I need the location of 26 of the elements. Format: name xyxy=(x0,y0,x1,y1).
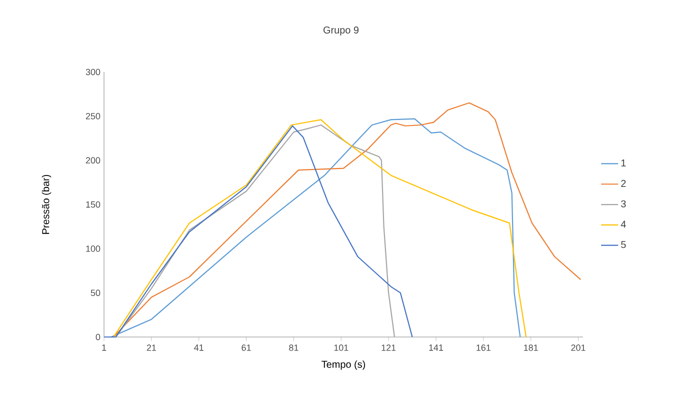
x-tick-label: 101 xyxy=(334,344,348,351)
x-tick-label: 161 xyxy=(476,344,490,351)
x-tick-label: 81 xyxy=(289,344,298,351)
y-tick-label: 0 xyxy=(96,334,100,340)
x-tick-label: 61 xyxy=(242,344,251,351)
y-axis-title: Pressão (bar) xyxy=(42,174,52,234)
x-tick-label: 181 xyxy=(524,344,538,351)
legend-label: 1 xyxy=(621,160,626,166)
y-tick-label: 50 xyxy=(90,290,100,296)
legend-label: 3 xyxy=(621,200,626,208)
y-tick-label: 300 xyxy=(86,68,100,76)
x-tick-label: 121 xyxy=(382,344,396,351)
x-axis-title: Tempo (s) xyxy=(322,360,366,370)
x-tick-label: 201 xyxy=(571,344,586,351)
y-tick-label: 250 xyxy=(86,112,100,120)
legend-label: 4 xyxy=(620,220,626,228)
x-tick-label: 1 xyxy=(102,344,106,351)
x-tick-label: 21 xyxy=(146,344,156,351)
x-tick-label: 141 xyxy=(429,344,444,351)
x-tick-label: 41 xyxy=(194,344,204,351)
y-tick-label: 100 xyxy=(86,245,100,252)
y-tick-label: 150 xyxy=(86,201,100,208)
legend-label: 2 xyxy=(621,180,626,187)
legend-label: 5 xyxy=(621,241,626,248)
chart-title: Grupo 9 xyxy=(324,26,359,36)
y-tick-label: 200 xyxy=(86,157,100,164)
